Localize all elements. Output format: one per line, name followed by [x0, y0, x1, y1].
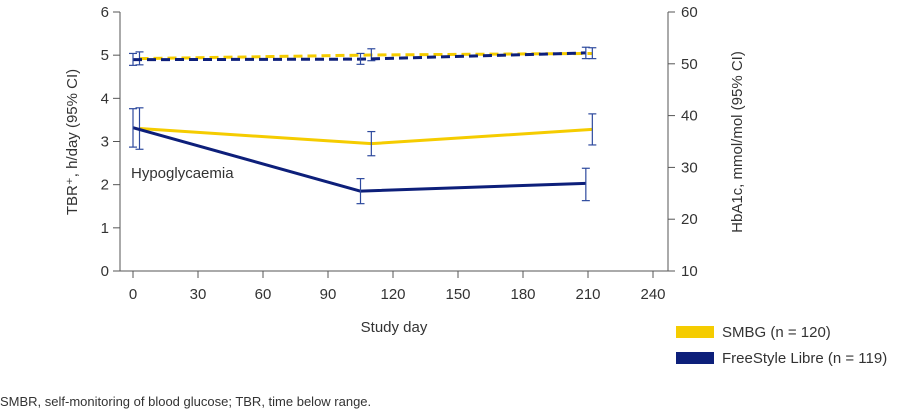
x-axis-label: Study day: [361, 319, 428, 336]
x-tick-label: 150: [445, 286, 470, 303]
x-tick-label: 60: [255, 286, 272, 303]
y-right-tick-label: 60: [681, 4, 698, 21]
x-tick-label: 180: [510, 286, 535, 303]
y-left-tick-label: 2: [101, 177, 109, 194]
y-right-tick-label: 40: [681, 108, 698, 125]
series-smbg-hba1c: [135, 47, 597, 66]
annotation-hypoglycaemia: Hypoglycaemia: [131, 165, 234, 182]
y-right-tick-label: 20: [681, 211, 698, 228]
y-left-tick-label: 5: [101, 47, 109, 64]
y-left-tick-label: 4: [101, 90, 109, 107]
legend: SMBG (n = 120) FreeStyle Libre (n = 119): [676, 324, 887, 367]
y-left-tick-label: 1: [101, 220, 109, 237]
y-right-tick-label: 50: [681, 56, 698, 73]
legend-label-smbg: SMBG (n = 120): [722, 324, 831, 341]
axes-layer: 0 1 2 3 4 5 6 10 20 30 40 50 60 0 30 60 90 120 150 180 210 24…: [101, 4, 698, 303]
series-freestyle-libre-hba1c: [129, 46, 590, 66]
error-bar-freestyle-libre-hba1c-1: [356, 52, 365, 65]
legend-swatch-freestyle-libre: [676, 352, 714, 364]
y-right-tick-label: 10: [681, 263, 698, 280]
error-bar-freestyle-libre-hba1c-2: [581, 46, 590, 60]
legend-label-freestyle-libre: FreeStyle Libre (n = 119): [722, 350, 887, 367]
error-bar-freestyle-libre-n-119-1: [356, 178, 365, 205]
y-left-tick-label: 3: [101, 134, 109, 151]
y-axis-right-label: HbA1c, mmol/mol (95% CI): [729, 51, 746, 233]
x-tick-label: 120: [380, 286, 405, 303]
x-tick-label: 240: [640, 286, 665, 303]
x-tick-label: 30: [190, 286, 207, 303]
series-layer: [129, 46, 597, 205]
x-tick-label: 0: [129, 286, 137, 303]
series-line-smbg-n-120: [139, 127, 593, 146]
error-bar-freestyle-libre-hba1c-0: [129, 52, 137, 66]
legend-swatch-smbg: [676, 326, 714, 338]
footnote: SMBR, self-monitoring of blood glucose; …: [0, 394, 371, 409]
error-bar-freestyle-libre-n-119-2: [581, 167, 590, 202]
y-left-tick-label: 0: [101, 263, 109, 280]
y-left-tick-label: 6: [101, 4, 109, 21]
y-axis-left-label: TBR⁺, h/day (95% CI): [64, 69, 81, 215]
x-tick-label: 210: [575, 286, 600, 303]
x-tick-label: 90: [320, 286, 337, 303]
error-bar-smbg-n-120-2: [588, 113, 597, 146]
y-right-tick-label: 30: [681, 159, 698, 176]
series-freestyle-libre-n-119: [129, 108, 590, 205]
error-bar-freestyle-libre-n-119-0: [129, 108, 137, 148]
error-bar-smbg-n-120-1: [367, 130, 376, 157]
